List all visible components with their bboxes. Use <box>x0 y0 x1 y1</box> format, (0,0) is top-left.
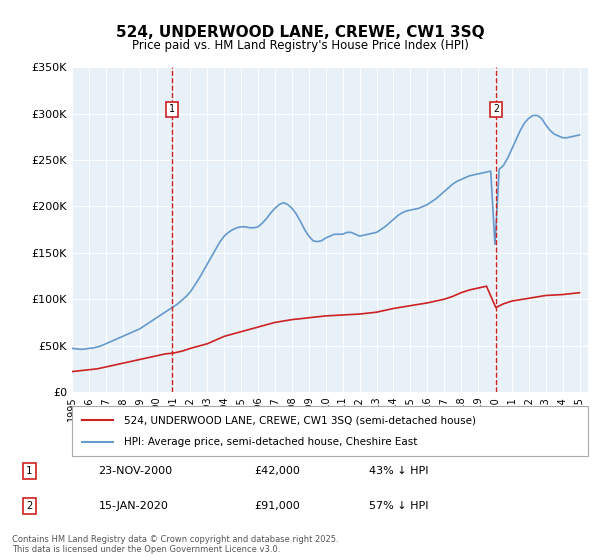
Text: HPI: Average price, semi-detached house, Cheshire East: HPI: Average price, semi-detached house,… <box>124 437 417 447</box>
Text: 23-NOV-2000: 23-NOV-2000 <box>98 466 173 476</box>
Text: 1: 1 <box>26 466 32 476</box>
Text: 1: 1 <box>169 104 175 114</box>
Text: 15-JAN-2020: 15-JAN-2020 <box>98 501 168 511</box>
Text: 2: 2 <box>26 501 32 511</box>
Text: 524, UNDERWOOD LANE, CREWE, CW1 3SQ: 524, UNDERWOOD LANE, CREWE, CW1 3SQ <box>116 25 484 40</box>
Text: 524, UNDERWOOD LANE, CREWE, CW1 3SQ (semi-detached house): 524, UNDERWOOD LANE, CREWE, CW1 3SQ (sem… <box>124 415 476 425</box>
FancyBboxPatch shape <box>72 406 588 456</box>
Text: Price paid vs. HM Land Registry's House Price Index (HPI): Price paid vs. HM Land Registry's House … <box>131 39 469 52</box>
Text: Contains HM Land Registry data © Crown copyright and database right 2025.
This d: Contains HM Land Registry data © Crown c… <box>12 535 338 554</box>
Text: 57% ↓ HPI: 57% ↓ HPI <box>369 501 428 511</box>
Text: 2: 2 <box>493 104 499 114</box>
Text: 43% ↓ HPI: 43% ↓ HPI <box>369 466 428 476</box>
Text: £91,000: £91,000 <box>254 501 299 511</box>
Text: £42,000: £42,000 <box>254 466 300 476</box>
